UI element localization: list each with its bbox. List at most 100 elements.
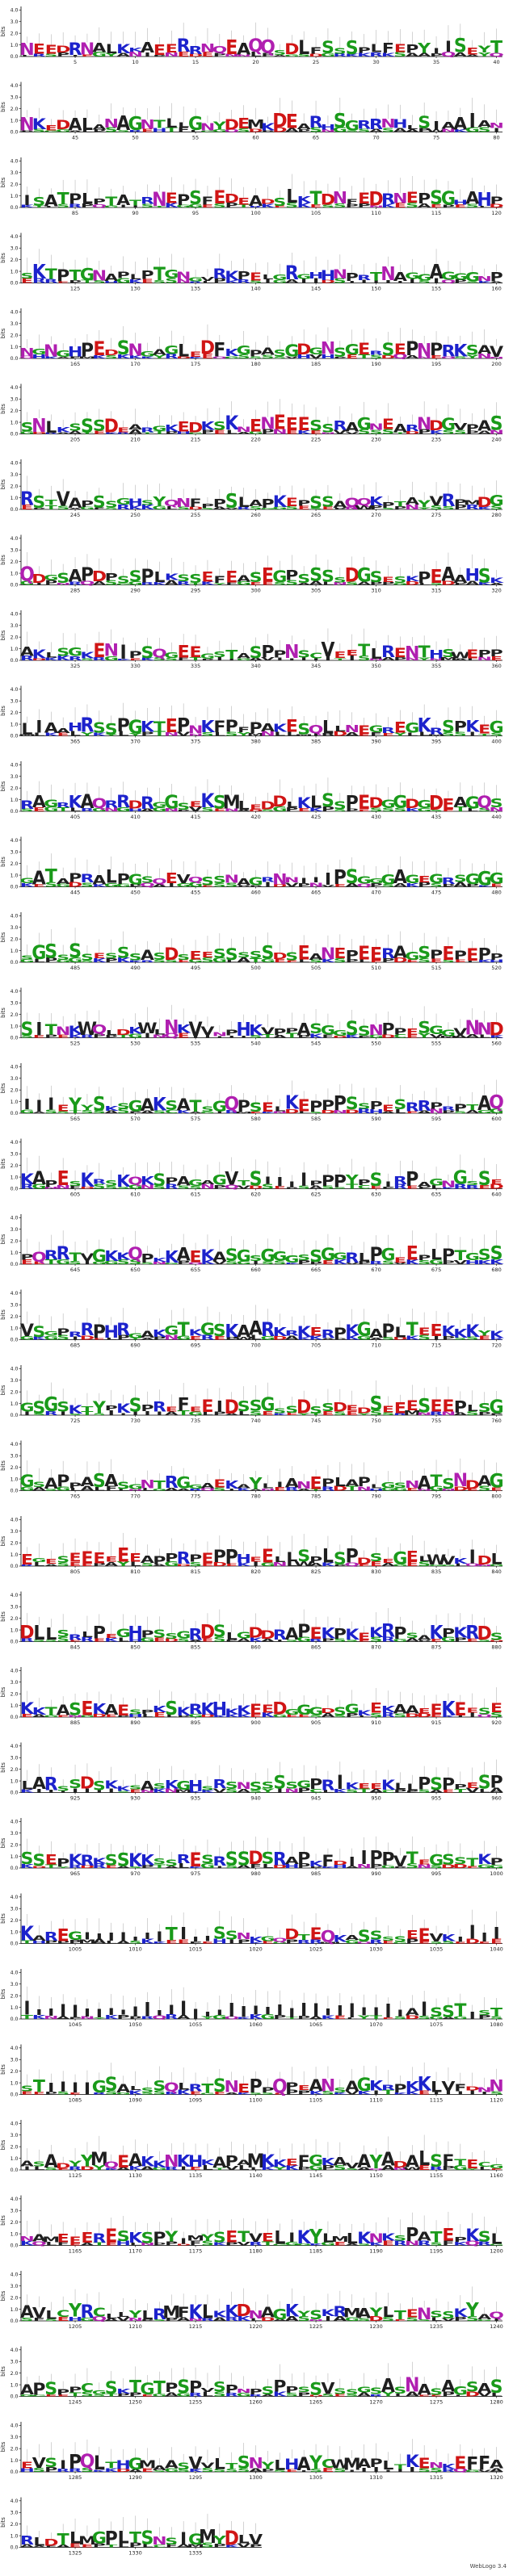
y-axis-label: bits xyxy=(0,2517,6,2528)
logo-letter: E xyxy=(274,410,286,434)
x-tick-label: 300 xyxy=(250,588,260,594)
x-tick-label: 280 xyxy=(491,512,501,518)
y-tick-label: 2.0 xyxy=(11,861,19,867)
logo-letter: G xyxy=(489,718,503,737)
y-tick-label: 0.0 xyxy=(11,1187,19,1192)
x-tick-label: 285 xyxy=(70,588,80,594)
y-tick-label: 1.0 xyxy=(11,1175,19,1180)
x-tick-label: 880 xyxy=(491,1644,501,1651)
logo-letter: I xyxy=(60,2079,66,2095)
logo-letter: I xyxy=(264,2005,271,2017)
x-tick-label: 1250 xyxy=(128,2399,142,2406)
x-tick-label: 465 xyxy=(311,890,321,896)
x-tick-label: 100 xyxy=(250,210,260,216)
x-tick-label: 340 xyxy=(250,663,260,669)
y-tick-label: 1.0 xyxy=(11,2080,19,2086)
y-tick-label: 3.0 xyxy=(11,19,19,25)
logo-letter: I xyxy=(276,1480,283,1489)
logo-letter: G xyxy=(489,869,503,887)
logo-letter: S xyxy=(57,1555,69,1564)
x-tick-label: 1235 xyxy=(430,2323,444,2330)
x-tick-label: 20 xyxy=(252,59,259,65)
logo-letter: I xyxy=(60,2459,66,2472)
y-tick-label: 2.0 xyxy=(11,1842,19,1848)
x-tick-label: 470 xyxy=(371,890,381,896)
logo-letter: I xyxy=(433,120,439,132)
y-tick-label: 4.0 xyxy=(11,461,19,467)
y-tick-label: 1.0 xyxy=(11,2005,19,2011)
x-tick-label: 800 xyxy=(491,1493,501,1500)
logo-letter: P xyxy=(369,2457,382,2470)
x-tick-label: 295 xyxy=(191,588,200,594)
logo-letter: L xyxy=(106,2312,118,2319)
logo-letter: E xyxy=(358,1631,370,1643)
x-tick-label: 1015 xyxy=(189,1946,203,1953)
x-tick-label: 355 xyxy=(431,663,441,669)
x-tick-label: 460 xyxy=(250,890,260,896)
x-tick-label: 785 xyxy=(311,1493,321,1500)
x-tick-label: 1120 xyxy=(490,2097,503,2104)
x-tick-label: 600 xyxy=(491,1116,501,1122)
y-tick-label: 0.0 xyxy=(11,2243,19,2249)
y-tick-label: 2.0 xyxy=(11,182,19,187)
logo-letter: I xyxy=(481,1930,488,1945)
x-tick-label: 740 xyxy=(250,1418,260,1424)
logo-letter: P xyxy=(141,270,153,283)
x-tick-label: 1260 xyxy=(249,2399,263,2406)
y-tick-label: 1.0 xyxy=(11,1401,19,1407)
x-tick-label: 965 xyxy=(70,1870,80,1877)
logo-letter: T xyxy=(406,1319,419,1341)
logo-letter: G xyxy=(489,1397,503,1418)
y-tick-label: 4.0 xyxy=(11,763,19,769)
logo-letter: R xyxy=(92,2230,106,2246)
y-tick-label: 0.0 xyxy=(11,2545,19,2551)
logo-letter: E xyxy=(454,1699,466,1720)
y-axis-label: bits xyxy=(0,1913,6,1924)
y-tick-label: 0.0 xyxy=(11,507,19,513)
logo-letter: T xyxy=(33,2076,45,2096)
x-tick-label: 70 xyxy=(372,135,379,141)
logo-letter: I xyxy=(288,2230,295,2245)
y-tick-label: 1.0 xyxy=(11,118,19,124)
logo-letter: P xyxy=(490,1773,502,1793)
y-axis-label: bits xyxy=(0,26,6,36)
logo-letter: T xyxy=(431,2228,443,2246)
logo-letter: E xyxy=(286,415,298,434)
logo-letter: E xyxy=(382,1405,394,1415)
y-tick-label: 1.0 xyxy=(11,2231,19,2237)
logo-letter: L xyxy=(153,568,165,585)
x-tick-label: 505 xyxy=(311,965,321,971)
logo-letter: Q xyxy=(489,1092,504,1113)
logo-letter: E xyxy=(406,1929,418,1942)
y-tick-label: 0.0 xyxy=(11,1791,19,1796)
x-tick-label: 490 xyxy=(130,965,140,971)
logo-letter: I xyxy=(132,1936,138,1942)
logo-letter: L xyxy=(431,1246,442,1263)
y-tick-label: 2.0 xyxy=(11,2220,19,2226)
x-tick-label: 725 xyxy=(70,1418,80,1424)
y-tick-label: 0.0 xyxy=(11,2318,19,2324)
x-tick-label: 590 xyxy=(371,1116,381,1122)
y-tick-label: 0.0 xyxy=(11,1564,19,1569)
x-tick-label: 645 xyxy=(70,1267,80,1273)
y-tick-label: 2.0 xyxy=(11,107,19,112)
y-axis-label: bits xyxy=(0,630,6,640)
logo-letter: F xyxy=(190,496,202,509)
x-tick-label: 430 xyxy=(371,814,381,820)
logo-letter: T xyxy=(57,2531,69,2549)
logo-letter: L xyxy=(431,2078,442,2096)
logo-letter: E xyxy=(466,945,478,965)
x-tick-label: 940 xyxy=(250,1795,260,1802)
y-tick-label: 1.0 xyxy=(11,1778,19,1784)
y-tick-label: 1.0 xyxy=(11,194,19,199)
x-tick-label: 345 xyxy=(311,663,321,669)
y-tick-label: 0.0 xyxy=(11,658,19,664)
logo-letter: E xyxy=(286,111,298,133)
x-tick-label: 220 xyxy=(250,437,260,443)
